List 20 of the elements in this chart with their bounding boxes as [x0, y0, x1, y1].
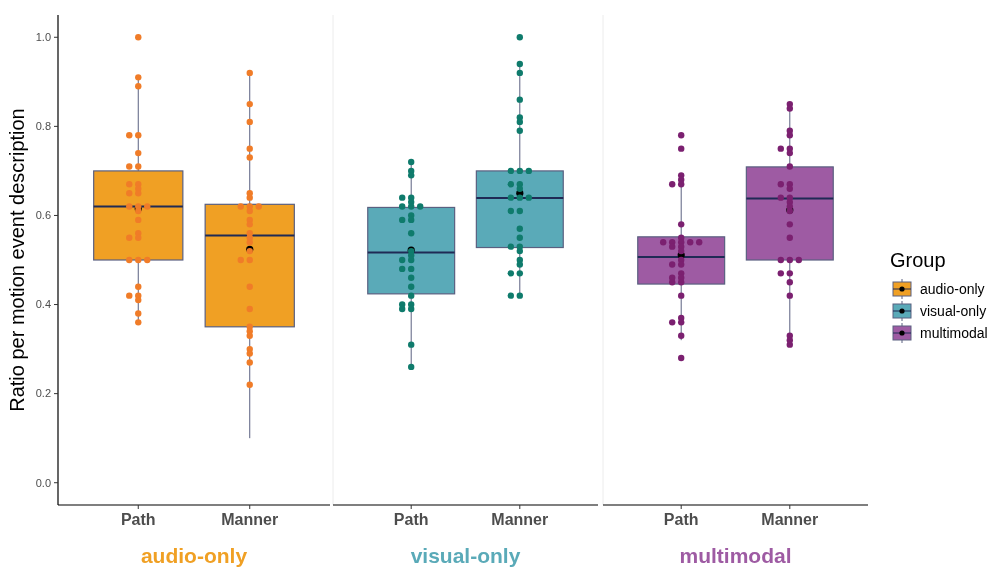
legend-label: multimodal — [920, 324, 988, 341]
legend-title: Group — [890, 249, 946, 271]
x-axis-title: audio-only — [140, 544, 248, 567]
x-tick-label: Manner — [491, 511, 549, 528]
x-tick-label: Path — [120, 511, 156, 528]
x-axis-title: multimodal — [679, 544, 792, 567]
y-tick-label: 0.6 — [35, 209, 51, 222]
y-tick-label: 0.8 — [35, 120, 51, 133]
x-tick-label: Path — [393, 511, 429, 528]
y-tick-label: 0.4 — [35, 298, 51, 311]
y-tick-label: 0.2 — [35, 387, 51, 400]
x-tick-label: Path — [663, 511, 699, 528]
x-tick-label: Manner — [221, 511, 279, 528]
y-tick-label: 1.0 — [35, 31, 51, 44]
x-tick-label: Manner — [761, 511, 819, 528]
legend-label: visual-only — [920, 302, 987, 319]
legend-label: audio-only — [920, 280, 985, 297]
y-axis-title: Ratio per motion event description — [6, 108, 28, 412]
x-axis-title: visual-only — [410, 544, 521, 567]
y-tick-label: 0.0 — [35, 476, 51, 489]
